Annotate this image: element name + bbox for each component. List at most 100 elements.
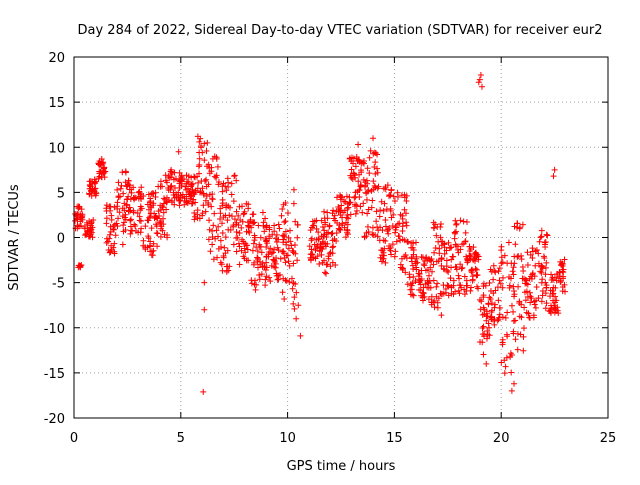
data-point bbox=[250, 219, 257, 226]
data-point bbox=[335, 225, 342, 232]
data-point bbox=[192, 199, 199, 206]
data-point bbox=[479, 339, 486, 346]
data-point bbox=[462, 238, 469, 245]
data-point bbox=[118, 182, 125, 189]
data-point bbox=[430, 261, 437, 268]
data-point bbox=[438, 291, 445, 298]
data-point bbox=[262, 215, 269, 222]
data-point bbox=[209, 191, 216, 198]
data-point bbox=[470, 244, 477, 251]
data-point bbox=[111, 240, 118, 247]
data-point bbox=[359, 159, 366, 166]
data-point bbox=[252, 286, 259, 293]
data-point bbox=[213, 172, 220, 179]
data-point bbox=[559, 288, 566, 295]
data-point bbox=[408, 282, 415, 289]
data-point bbox=[342, 219, 349, 226]
data-point bbox=[386, 224, 393, 231]
data-point bbox=[388, 186, 395, 193]
data-point bbox=[392, 229, 399, 236]
data-point bbox=[206, 226, 213, 233]
data-point bbox=[96, 161, 103, 168]
data-point bbox=[140, 237, 147, 244]
data-point bbox=[543, 259, 550, 266]
data-point bbox=[431, 249, 438, 256]
data-point bbox=[371, 163, 378, 170]
data-point bbox=[538, 233, 545, 240]
data-point bbox=[374, 185, 381, 192]
data-point bbox=[249, 211, 256, 218]
data-point bbox=[397, 211, 404, 218]
data-point bbox=[178, 180, 185, 187]
data-point bbox=[106, 235, 113, 242]
data-point bbox=[72, 210, 79, 217]
data-point bbox=[483, 335, 490, 342]
data-point bbox=[75, 262, 82, 269]
data-point bbox=[547, 293, 554, 300]
data-point bbox=[355, 141, 362, 148]
data-point bbox=[128, 216, 135, 223]
data-point bbox=[235, 240, 242, 247]
data-point bbox=[452, 217, 459, 224]
data-point bbox=[263, 259, 270, 266]
data-point bbox=[223, 187, 230, 194]
data-point bbox=[542, 264, 549, 271]
data-point bbox=[357, 167, 364, 174]
data-point bbox=[217, 216, 224, 223]
data-point bbox=[155, 208, 162, 215]
data-point bbox=[196, 155, 203, 162]
data-point bbox=[550, 297, 557, 304]
data-point bbox=[524, 249, 531, 256]
x-axis-label: GPS time / hours bbox=[287, 459, 396, 474]
data-point bbox=[236, 243, 243, 250]
data-point bbox=[537, 268, 544, 275]
data-point bbox=[219, 220, 226, 227]
data-point bbox=[508, 302, 515, 309]
data-point bbox=[179, 194, 186, 201]
data-point bbox=[382, 259, 389, 266]
data-point bbox=[510, 264, 517, 271]
data-point bbox=[539, 276, 546, 283]
data-point bbox=[462, 229, 469, 236]
data-point bbox=[452, 288, 459, 295]
data-point bbox=[484, 327, 491, 334]
data-point bbox=[234, 234, 241, 241]
data-point bbox=[142, 223, 149, 230]
data-point bbox=[122, 168, 129, 175]
data-point bbox=[480, 351, 487, 358]
data-point bbox=[342, 234, 349, 241]
data-point bbox=[461, 291, 468, 298]
data-point bbox=[219, 200, 226, 207]
data-point bbox=[539, 263, 546, 270]
data-point bbox=[224, 247, 231, 254]
data-point bbox=[103, 207, 110, 214]
data-point bbox=[127, 217, 134, 224]
data-point bbox=[382, 237, 389, 244]
data-point bbox=[281, 250, 288, 257]
data-point bbox=[322, 221, 329, 228]
data-point bbox=[188, 200, 195, 207]
data-point bbox=[520, 267, 527, 274]
data-point bbox=[429, 268, 436, 275]
data-point bbox=[95, 175, 102, 182]
data-point bbox=[307, 227, 314, 234]
data-point bbox=[467, 253, 474, 260]
data-point bbox=[344, 226, 351, 233]
y-tick-label: 0 bbox=[57, 232, 65, 247]
data-point bbox=[535, 295, 542, 302]
y-tick-label: -15 bbox=[44, 367, 65, 382]
data-point bbox=[172, 184, 179, 191]
data-point bbox=[533, 247, 540, 254]
data-point bbox=[225, 267, 232, 274]
data-point bbox=[131, 194, 138, 201]
data-point bbox=[165, 173, 172, 180]
data-point bbox=[341, 207, 348, 214]
data-point bbox=[497, 280, 504, 287]
data-point bbox=[223, 204, 230, 211]
data-point bbox=[248, 224, 255, 231]
data-point bbox=[480, 294, 487, 301]
data-point bbox=[447, 244, 454, 251]
data-point bbox=[499, 259, 506, 266]
y-tick-label: -10 bbox=[44, 322, 65, 337]
data-point bbox=[93, 178, 100, 185]
